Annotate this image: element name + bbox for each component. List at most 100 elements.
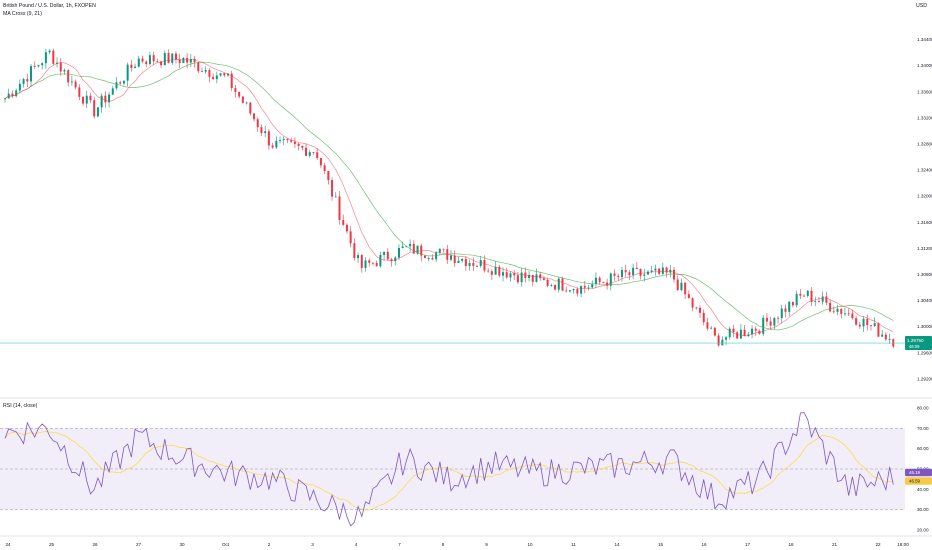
candle-body: [100, 95, 103, 108]
candle-body: [836, 308, 839, 312]
candle-body: [736, 332, 739, 339]
candle-body: [658, 268, 661, 274]
candle-body: [308, 152, 311, 156]
candle-body: [26, 79, 29, 82]
price-axis[interactable]: 1.34400 1.34000 1.33600 1.33200 1.32800 1.324…: [905, 37, 932, 381]
candle-body: [85, 95, 88, 104]
candle-body: [253, 113, 256, 120]
time-axis-label: 9: [485, 542, 488, 547]
candle-body: [152, 55, 155, 62]
candle-body: [561, 278, 564, 291]
candle-body: [583, 285, 586, 288]
candle-body: [550, 285, 553, 286]
rsi-indicator-label[interactable]: RSI (14, close): [3, 403, 38, 409]
candle-body: [360, 255, 363, 268]
candle-body: [576, 289, 579, 294]
ma-cross-indicator-label[interactable]: MA Cross (9, 21): [3, 11, 42, 17]
candle-body: [687, 294, 690, 299]
candle-body: [63, 70, 66, 72]
candle-body: [33, 66, 36, 67]
price-tick-label: 1.31600: [917, 220, 932, 225]
candle-body: [371, 262, 374, 264]
candle-body: [234, 88, 237, 92]
candle-body: [245, 102, 248, 104]
candle-body: [279, 140, 282, 141]
price-tick-label: 1.30400: [917, 298, 932, 303]
candle-body: [606, 282, 609, 286]
candle-body: [825, 296, 828, 303]
time-axis-label: Oct: [222, 542, 230, 547]
candle-body: [594, 277, 597, 285]
time-axis-label: 22: [875, 542, 881, 547]
candle-body: [773, 317, 776, 326]
candle-body: [676, 279, 679, 291]
candle-body: [751, 328, 754, 335]
candle-body: [282, 139, 285, 141]
candle-body: [37, 65, 40, 67]
candle-body: [401, 246, 404, 248]
candle-body: [494, 266, 497, 275]
candle-body: [869, 325, 872, 326]
candle-body: [275, 140, 278, 148]
candle-body: [364, 260, 367, 268]
candle-body: [189, 59, 192, 63]
candle-body: [271, 145, 274, 148]
candle-body: [691, 298, 694, 308]
candle-body: [572, 289, 575, 291]
candle-body: [96, 107, 99, 117]
candle-body: [145, 61, 148, 65]
candle-body: [130, 64, 133, 69]
symbol-title[interactable]: British Pound / U.S. Dollar, 1h, FXOPEN: [3, 3, 96, 9]
candle-body: [219, 73, 222, 76]
candle-body: [520, 272, 523, 283]
candle-body: [93, 100, 96, 117]
candle-body: [639, 268, 642, 276]
candle-body: [702, 312, 705, 323]
candle-body: [725, 337, 728, 340]
candle-body: [305, 147, 308, 156]
candle-body: [806, 290, 809, 296]
time-axis-label: 21: [832, 542, 838, 547]
candle-body: [4, 98, 6, 100]
candle-body: [457, 260, 460, 264]
candle-body: [182, 58, 185, 63]
candle-body: [817, 301, 820, 302]
candle-body: [383, 251, 386, 255]
candle-body: [840, 308, 843, 314]
rsi-value-tag-text: 46.19: [909, 470, 921, 475]
candle-body: [119, 82, 122, 84]
candle-body: [74, 81, 77, 88]
price-tick-label: 1.32400: [917, 168, 932, 173]
price-tick-label: 1.29600: [917, 350, 932, 355]
candle-body: [409, 243, 412, 247]
rsi-axis[interactable]: 80.0070.0060.0050.0040.0030.0020.0046.19…: [905, 406, 932, 533]
candle-body: [754, 328, 757, 331]
candle-body: [535, 274, 538, 282]
candle-body: [602, 282, 605, 283]
candle-body: [293, 141, 296, 144]
candle-body: [67, 70, 70, 83]
candle-body: [267, 131, 270, 146]
candle-body: [379, 254, 382, 267]
candle-body: [788, 301, 791, 312]
candle-body: [137, 58, 140, 67]
candle-body: [338, 196, 341, 221]
candle-body: [450, 255, 452, 260]
candle-body: [721, 339, 724, 346]
candle-body: [747, 334, 750, 337]
rsi-tick-label: 30.00: [917, 507, 929, 512]
candle-body: [476, 265, 479, 267]
rsi-tick-label: 80.00: [917, 406, 929, 411]
price-tick-label: 1.30800: [917, 272, 932, 277]
candle-body: [780, 308, 783, 319]
ma-fast-line: [4, 58, 894, 337]
price-tick-label: 1.33200: [917, 115, 932, 120]
time-axis-label: 8: [442, 542, 445, 547]
candle-body: [178, 59, 181, 63]
candle-body: [345, 224, 348, 232]
time-axis-label: 11: [571, 542, 576, 547]
candle-body: [777, 317, 780, 319]
candle-body: [814, 301, 817, 302]
time-axis[interactable]: 24 25 26 27 30 Oct 2 3 4 7 8 9 10 11 14 15 16 17 18 21 22 18:…: [0, 535, 932, 547]
